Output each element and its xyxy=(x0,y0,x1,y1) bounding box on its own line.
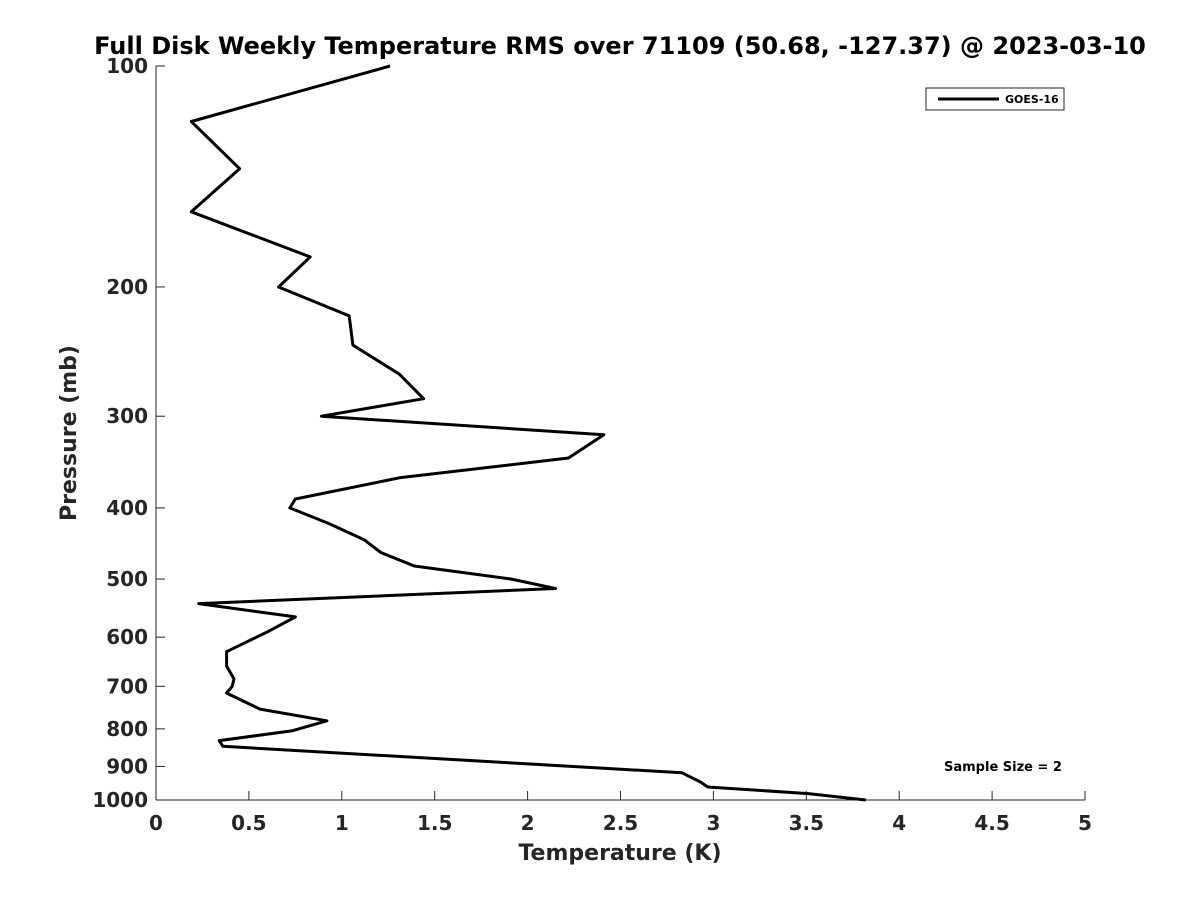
x-tick-label: 2 xyxy=(521,811,535,835)
x-ticks: 0 0.5 1 1.5 2 2.5 3 3.5 4 4.5 5 xyxy=(149,791,1092,835)
legend-label-goes-16: GOES-16 xyxy=(1005,93,1059,106)
x-tick-label: 3.5 xyxy=(789,811,824,835)
y-ticks: 100 200 300 400 500 600 700 800 900 1000 xyxy=(92,54,165,812)
x-axis-label: Temperature (K) xyxy=(518,841,721,866)
y-tick-label: 900 xyxy=(106,754,148,778)
x-tick-label: 0.5 xyxy=(231,811,266,835)
x-tick-label: 0 xyxy=(149,811,163,835)
x-tick-label: 4.5 xyxy=(974,811,1009,835)
y-tick-label: 600 xyxy=(106,625,148,649)
x-tick-label: 5 xyxy=(1078,811,1092,835)
x-tick-label: 2.5 xyxy=(603,811,638,835)
y-tick-label: 200 xyxy=(106,275,148,299)
y-tick-label: 300 xyxy=(106,404,148,428)
y-axis-label: Pressure (mb) xyxy=(57,345,82,521)
y-tick-label: 700 xyxy=(106,674,148,698)
legend: GOES-16 xyxy=(925,87,1065,111)
sample-size-annotation: Sample Size = 2 xyxy=(944,760,1062,775)
series-layer xyxy=(189,64,866,802)
series-line-goes-16 xyxy=(189,64,866,802)
x-tick-label: 1 xyxy=(335,811,349,835)
y-tick-label: 800 xyxy=(106,717,148,741)
chart-title: Full Disk Weekly Temperature RMS over 71… xyxy=(94,32,1146,60)
plot-axes xyxy=(155,66,1085,801)
y-tick-label: 1000 xyxy=(92,788,148,812)
x-tick-label: 3 xyxy=(706,811,720,835)
x-tick-label: 1.5 xyxy=(417,811,452,835)
x-tick-label: 4 xyxy=(892,811,906,835)
y-tick-label: 500 xyxy=(106,567,148,591)
y-tick-label: 400 xyxy=(106,496,148,520)
y-tick-label: 100 xyxy=(106,54,148,78)
